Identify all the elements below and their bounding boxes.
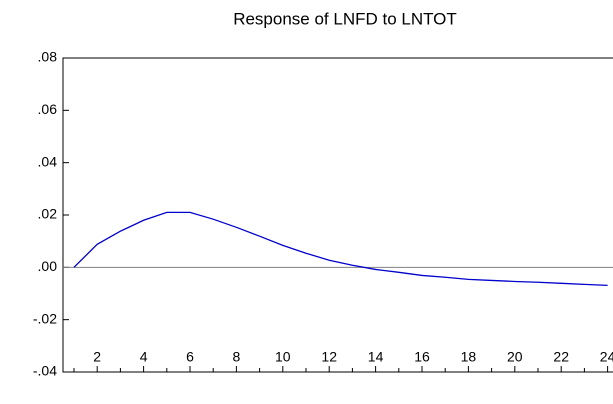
- x-tick-label: 16: [414, 349, 430, 365]
- y-tick-label: .08: [38, 49, 58, 65]
- y-tick-label: .00: [38, 258, 58, 274]
- y-tick-label: .02: [38, 206, 58, 222]
- x-tick-label: 4: [140, 349, 148, 365]
- x-tick-label: 20: [507, 349, 523, 365]
- chart-title: Response of LNFD to LNTOT: [233, 9, 457, 28]
- x-tick-label: 10: [275, 349, 291, 365]
- y-tick-label: -.02: [33, 310, 57, 326]
- x-tick-label: 14: [368, 349, 384, 365]
- y-tick-label: .04: [38, 153, 58, 169]
- x-tick-label: 22: [553, 349, 569, 365]
- x-tick-label: 8: [233, 349, 241, 365]
- plot-frame: [62, 57, 613, 373]
- series-line: [73, 211, 608, 287]
- x-tick-label: 18: [461, 349, 477, 365]
- y-tick-label: .06: [38, 101, 58, 117]
- x-tick-label: 12: [321, 349, 337, 365]
- x-tick-label: 24: [600, 349, 613, 365]
- x-tick-label: 6: [186, 349, 194, 365]
- x-tick-label: 2: [93, 349, 101, 365]
- y-tick-label: -.04: [33, 363, 57, 379]
